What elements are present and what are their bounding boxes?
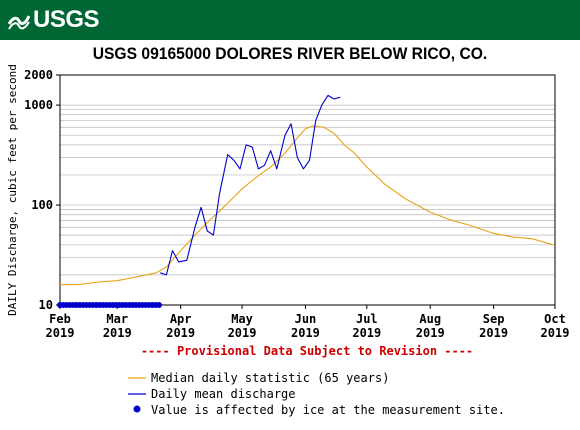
x-tick-month: Jun — [295, 312, 317, 326]
grid — [60, 74, 555, 306]
usgs-banner: USGS — [0, 0, 580, 40]
x-tick-year: 2019 — [479, 326, 508, 340]
x-tick-month: Jul — [356, 312, 378, 326]
x-tick-month: Aug — [419, 312, 441, 326]
y-tick-label: 2000 — [24, 68, 53, 82]
y-tick-label: 10 — [39, 298, 53, 312]
legend-median-label: Median daily statistic (65 years) — [151, 371, 389, 385]
series-layer — [60, 94, 554, 286]
plot-frame — [59, 74, 556, 306]
x-tick-year: 2019 — [541, 326, 570, 340]
chart-title: USGS 09165000 DOLORES RIVER BELOW RICO, … — [92, 44, 488, 63]
x-axis: Feb2019Mar2019Apr2019May2019Jun2019Jul20… — [46, 305, 570, 340]
x-tick-year: 2019 — [352, 326, 381, 340]
ice-markers — [57, 302, 162, 308]
x-tick-year: 2019 — [291, 326, 320, 340]
median-series-line — [60, 125, 554, 286]
discharge-series-line — [160, 94, 341, 276]
x-tick-year: 2019 — [103, 326, 132, 340]
x-tick-month: Oct — [544, 312, 566, 326]
x-tick-month: May — [231, 312, 253, 326]
y-tick-label: 100 — [31, 198, 53, 212]
legend-discharge-label: Daily mean discharge — [151, 387, 296, 401]
y-axis-label: DAILY Discharge, cubic feet per second — [6, 64, 19, 316]
x-tick-year: 2019 — [416, 326, 445, 340]
provisional-note: ---- Provisional Data Subject to Revisio… — [141, 344, 473, 358]
usgs-wave-icon — [8, 15, 30, 30]
usgs-logo-text: USGS — [33, 6, 100, 33]
x-tick-month: Apr — [170, 312, 192, 326]
x-tick-year: 2019 — [46, 326, 75, 340]
y-tick-label: 1000 — [24, 98, 53, 112]
x-tick-month: Sep — [483, 312, 505, 326]
legend-ice-label: Value is affected by ice at the measurem… — [151, 403, 505, 417]
legend: Median daily statistic (65 years) Daily … — [128, 371, 505, 417]
ice-marker — [156, 302, 162, 308]
y-axis: 10 100 1000 2000 — [24, 68, 60, 312]
usgs-logo[interactable]: USGS — [8, 6, 100, 34]
x-tick-month: Feb — [49, 312, 71, 326]
x-tick-month: Mar — [106, 312, 128, 326]
x-tick-year: 2019 — [228, 326, 257, 340]
x-tick-year: 2019 — [166, 326, 195, 340]
legend-ice-swatch — [133, 405, 141, 413]
